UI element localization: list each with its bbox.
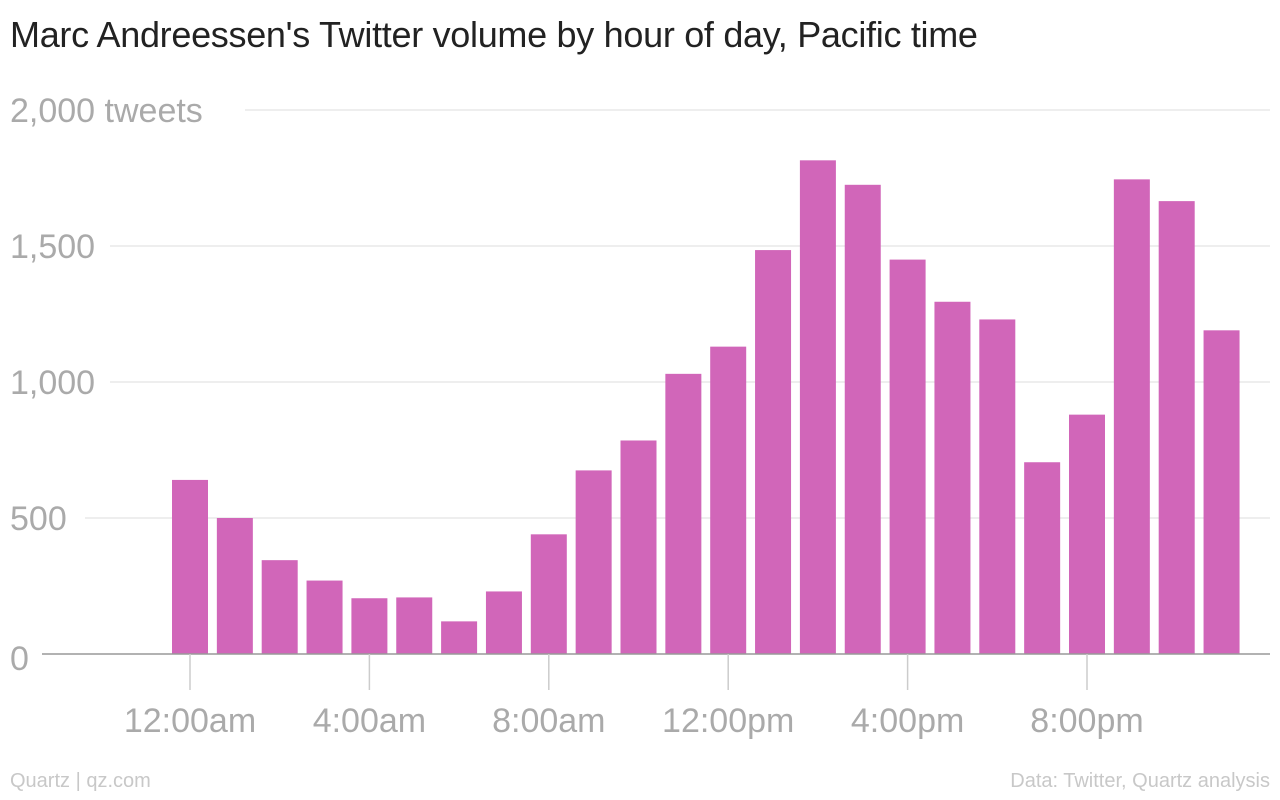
bar-hour-1: [216, 518, 253, 654]
x-tick-label: 8:00pm: [1030, 702, 1143, 740]
footer-source: Data: Twitter, Quartz analysis: [1010, 770, 1270, 792]
bar-hour-22: [1158, 201, 1195, 654]
bar-hour-9: [575, 470, 612, 654]
bar-hour-2: [261, 560, 298, 654]
bar-hour-16: [889, 259, 926, 654]
bar-hour-17: [934, 301, 971, 654]
bar-hour-20: [1069, 414, 1105, 654]
y-tick-label: 1,000: [10, 364, 95, 402]
bar-hour-5: [396, 597, 433, 654]
y-tick-label: 2,000 tweets: [10, 92, 203, 130]
y-tick-labels: 0 500 1,000 1,500 2,000 tweets: [10, 92, 203, 678]
bar-hour-18: [979, 319, 1016, 654]
footer-credit: Quartz | qz.com: [10, 770, 151, 792]
bar-hour-19: [1024, 462, 1061, 654]
x-tick-label: 4:00pm: [851, 702, 964, 740]
bar-hour-14: [799, 160, 836, 654]
bar-hour-15: [844, 184, 881, 655]
bar-hour-0: [172, 479, 208, 654]
x-tick-label: 4:00am: [313, 702, 426, 740]
x-tick-label: 12:00am: [124, 702, 256, 740]
bar-hour-23: [1203, 330, 1240, 654]
y-tick-label: 0: [10, 640, 29, 678]
bars: [172, 160, 1240, 655]
chart-title: Marc Andreessen's Twitter volume by hour…: [10, 14, 978, 55]
x-tick-label: 12:00pm: [662, 702, 794, 740]
bar-hour-13: [755, 250, 792, 654]
x-ticks: 12:00am 4:00am 8:00am 12:00pm 4:00pm 8:00pm: [124, 654, 1144, 740]
bar-hour-8: [530, 534, 567, 654]
bar-hour-21: [1113, 179, 1150, 655]
bar-hour-10: [620, 440, 657, 654]
x-tick-label: 8:00am: [492, 702, 605, 740]
bar-hour-4: [351, 598, 388, 654]
bar-hour-11: [665, 373, 702, 654]
bar-hour-7: [485, 591, 522, 654]
y-tick-label: 1,500: [10, 228, 95, 266]
bar-hour-3: [306, 580, 343, 654]
y-tick-label: 500: [10, 500, 67, 538]
bar-hour-6: [441, 621, 478, 654]
bar-hour-12: [710, 346, 747, 654]
